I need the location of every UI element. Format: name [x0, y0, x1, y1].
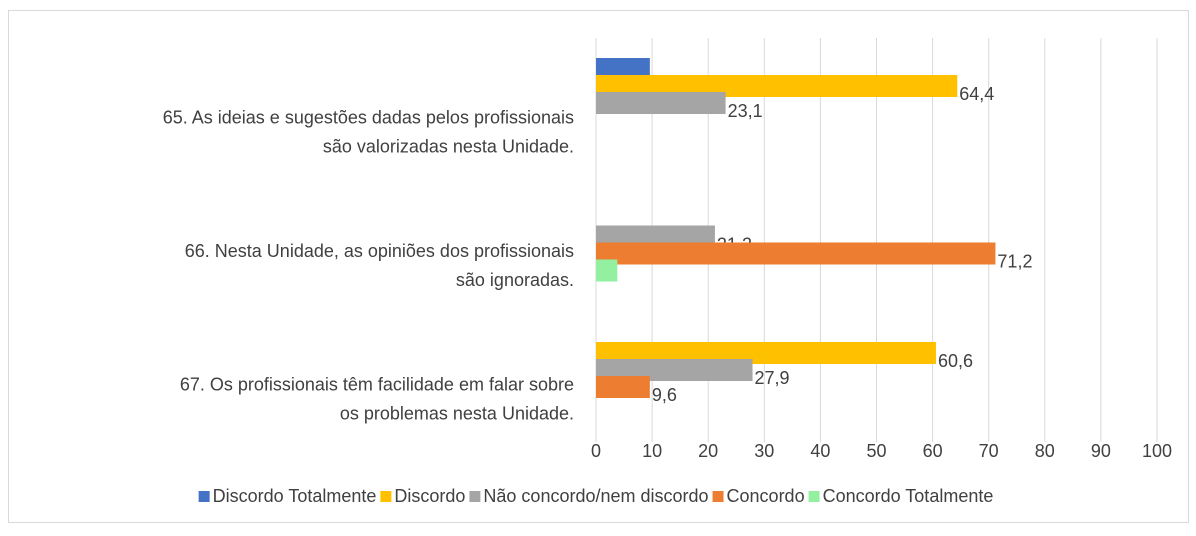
data-label: 64,4: [959, 84, 994, 104]
category-label: 67. Os profissionais têm facilidade em f…: [180, 374, 574, 394]
data-label: 60,6: [938, 351, 973, 371]
legend-swatch: [469, 491, 481, 502]
x-tick-label: 100: [1142, 441, 1172, 461]
data-label: 27,9: [755, 368, 790, 388]
bar: [596, 376, 650, 398]
category-label: são ignoradas.: [456, 270, 574, 290]
legend-label: Concordo: [727, 486, 805, 506]
legend-swatch: [808, 491, 820, 502]
legend-swatch: [380, 491, 392, 502]
bar: [596, 342, 936, 364]
x-tick-label: 20: [698, 441, 718, 461]
x-tick-label: 90: [1091, 441, 1111, 461]
legend-label: Concordo Totalmente: [823, 486, 994, 506]
category-label: 65. As ideias e sugestões dadas pelos pr…: [163, 107, 574, 127]
legend-swatch: [712, 491, 724, 502]
category-label: os problemas nesta Unidade.: [340, 403, 574, 423]
category-label: são valorizadas nesta Unidade.: [323, 136, 574, 156]
x-tick-label: 0: [591, 441, 601, 461]
legend-swatch: [198, 491, 210, 502]
legend-label: Não concordo/nem discordo: [483, 486, 708, 506]
x-tick-label: 70: [979, 441, 999, 461]
x-tick-label: 50: [866, 441, 886, 461]
data-label: 9,6: [652, 385, 677, 405]
legend-label: Discordo Totalmente: [213, 486, 377, 506]
bar: [596, 242, 996, 265]
data-label: 71,2: [997, 251, 1032, 271]
data-label: 23,1: [728, 101, 763, 121]
bar: [596, 58, 650, 80]
bar: [596, 359, 753, 381]
x-tick-label: 30: [754, 441, 774, 461]
bar: [596, 259, 618, 282]
category-label: 66. Nesta Unidade, as opiniões dos profi…: [185, 241, 574, 261]
bar: [596, 92, 726, 114]
x-tick-label: 60: [923, 441, 943, 461]
legend-label: Discordo: [394, 486, 465, 506]
x-tick-label: 10: [642, 441, 662, 461]
bar: [596, 225, 715, 248]
x-tick-label: 40: [810, 441, 830, 461]
x-tick-label: 80: [1035, 441, 1055, 461]
bar: [596, 75, 958, 97]
